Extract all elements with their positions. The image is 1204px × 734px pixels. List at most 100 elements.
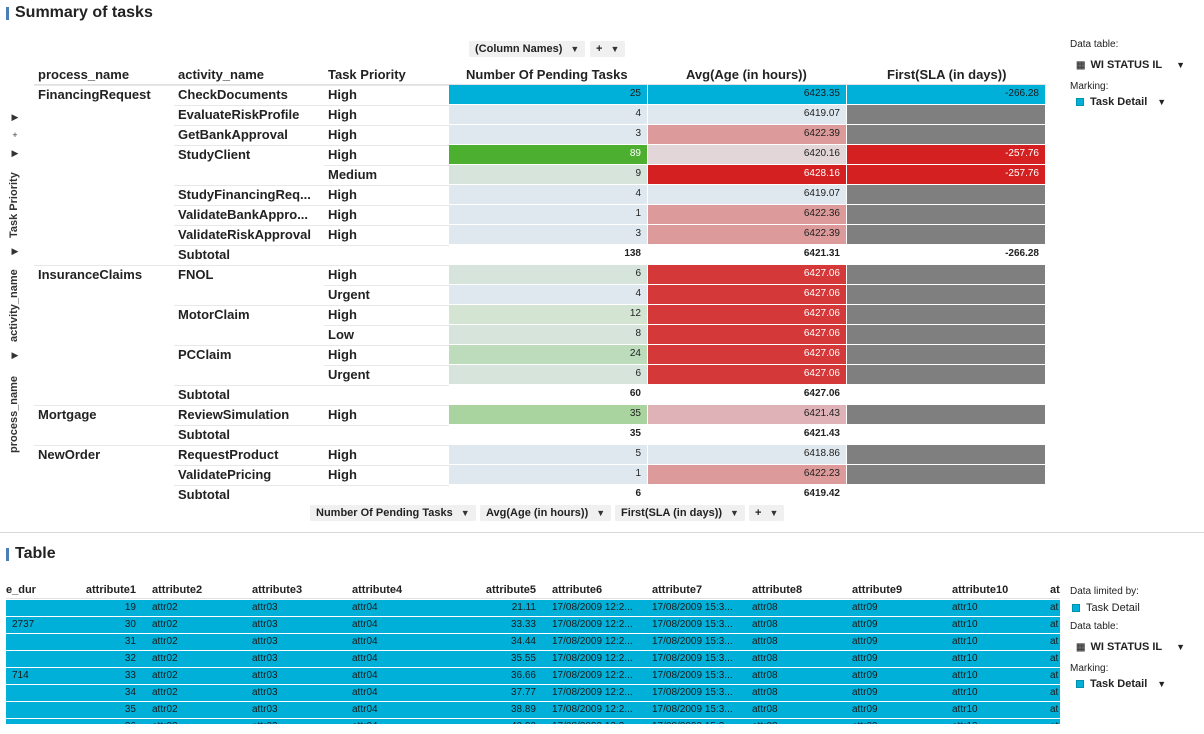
- pivot-row[interactable]: StudyClient High 89 6420.16 -257.76: [0, 145, 1050, 165]
- pivot-row[interactable]: FinancingRequest CheckDocuments High 25 6423…: [0, 85, 1050, 105]
- pivot-subtotal-row[interactable]: Subtotal 6 6419.42: [0, 485, 1050, 505]
- row-separator: [34, 445, 449, 446]
- pending-tasks-cell: 1: [449, 465, 647, 484]
- pivot-row[interactable]: InsuranceClaims FNOL High 6 6427.06: [0, 265, 1050, 285]
- pivot-subtotal-row[interactable]: Subtotal 35 6421.43: [0, 425, 1050, 445]
- add-measure-dropdown[interactable]: + ▼: [749, 505, 785, 521]
- table-cell: [6, 600, 44, 616]
- measure-first-sla-dropdown[interactable]: First(SLA (in days)) ▼: [615, 505, 745, 521]
- table-row[interactable]: 19 attr02 attr03 attr04 21.11 17/08/2009 12:2…: [6, 600, 1060, 616]
- table-cell: attr08: [752, 636, 778, 647]
- pending-tasks-cell: 24: [449, 345, 647, 364]
- measure-avg-age-dropdown[interactable]: Avg(Age (in hours)) ▼: [480, 505, 612, 521]
- pivot-row[interactable]: Urgent 4 6427.06: [0, 285, 1050, 305]
- table-cell: 19: [124, 602, 136, 613]
- first-sla-cell: [847, 205, 1045, 224]
- pivot-row[interactable]: Mortgage ReviewSimulation High 35 6421.43: [0, 405, 1050, 425]
- column-names-dropdown[interactable]: (Column Names) ▼: [469, 41, 586, 57]
- pivot-subtotal-row[interactable]: Subtotal 60 6427.06: [0, 385, 1050, 405]
- table-row[interactable]: 34 attr02 attr03 attr04 37.77 17/08/2009 12:2…: [6, 685, 1060, 701]
- header-first-sla[interactable]: First(SLA (in days)): [887, 67, 1007, 82]
- header-activity-name[interactable]: activity_name: [178, 67, 264, 82]
- task-priority-label: High: [328, 307, 357, 322]
- table-column-header[interactable]: attribute8: [752, 584, 803, 596]
- avg-age-cell: 6427.06: [648, 265, 846, 284]
- table-column-header[interactable]: attribute6: [552, 584, 603, 596]
- table-row[interactable]: 31 attr02 attr03 attr04 34.44 17/08/2009 12:2…: [6, 634, 1060, 650]
- pivot-row[interactable]: NewOrder RequestProduct High 5 6418.86: [0, 445, 1050, 465]
- chevron-down-icon: ▼: [1157, 97, 1167, 107]
- table-cell: at: [1050, 619, 1059, 630]
- table-column-header[interactable]: attribute5: [485, 584, 536, 596]
- activity-name-label: ReviewSimulation: [178, 407, 290, 422]
- table-column-header[interactable]: attribute10: [952, 584, 1009, 596]
- marking-dropdown[interactable]: Task Detail ▼: [1076, 676, 1166, 692]
- data-table-dropdown[interactable]: ▦ WI STATUS IL ▼: [1076, 639, 1185, 655]
- expand-arrow-icon[interactable]: ▶: [11, 148, 19, 158]
- pivot-row[interactable]: ValidateBankAppro... High 1 6422.36: [0, 205, 1050, 225]
- header-pending-tasks[interactable]: Number Of Pending Tasks: [466, 67, 628, 82]
- table-cell: attr08: [752, 670, 778, 681]
- table-cell: attr03: [252, 602, 278, 613]
- expand-arrow-icon[interactable]: ▶: [11, 112, 19, 122]
- table-cell: attr09: [852, 719, 944, 724]
- table-row[interactable]: 35 attr02 attr03 attr04 38.89 17/08/2009 12:2…: [6, 702, 1060, 718]
- data-limited-value[interactable]: Task Detail: [1072, 600, 1140, 616]
- task-priority-label: High: [328, 347, 357, 362]
- marking-label: Marking:: [1070, 81, 1109, 92]
- pivot-row[interactable]: ValidateRiskApproval High 3 6422.39: [0, 225, 1050, 245]
- task-priority-label: High: [328, 107, 357, 122]
- pivot-row[interactable]: Urgent 6 6427.06: [0, 365, 1050, 385]
- avg-age-cell: 6422.23: [648, 465, 846, 484]
- marking-dropdown[interactable]: Task Detail ▼: [1076, 94, 1166, 110]
- pivot-row[interactable]: PCClaim High 24 6427.06: [0, 345, 1050, 365]
- table-cell: 17/08/2009 12:2...: [552, 670, 633, 681]
- header-avg-age[interactable]: Avg(Age (in hours)): [686, 67, 807, 82]
- header-task-priority[interactable]: Task Priority: [328, 67, 406, 82]
- table-row[interactable]: 714 33 attr02 attr03 attr04 36.66 17/08/2009 1…: [6, 668, 1060, 684]
- pivot-row[interactable]: GetBankApproval High 3 6422.39: [0, 125, 1050, 145]
- table-row[interactable]: 2737 30 attr02 attr03 attr04 33.33 17/08/2009 …: [6, 617, 1060, 633]
- table-cell: attr02: [152, 619, 178, 630]
- table-column-header[interactable]: attribute3: [252, 584, 303, 596]
- table-cell: 31: [124, 636, 136, 647]
- table-cell: at: [1050, 602, 1059, 613]
- add-column-label: +: [596, 43, 603, 55]
- pivot-row[interactable]: ValidatePricing High 1 6422.23: [0, 465, 1050, 485]
- data-table-dropdown[interactable]: ▦ WI STATUS IL ▼: [1076, 57, 1185, 73]
- table-cell: attr03: [252, 636, 278, 647]
- expand-arrow-icon[interactable]: ▶: [11, 246, 19, 256]
- add-icon[interactable]: +: [12, 130, 18, 140]
- table-cell: attr08: [752, 719, 844, 724]
- pivot-subtotal-row[interactable]: Subtotal 138 6421.31 -266.28: [0, 245, 1050, 265]
- avg-age-cell: 6427.06: [648, 305, 846, 324]
- table-cell: at: [1050, 653, 1059, 664]
- table-row[interactable]: 32 attr02 attr03 attr04 35.55 17/08/2009 12:2…: [6, 651, 1060, 667]
- expand-arrow-icon[interactable]: ▶: [11, 350, 19, 360]
- row-separator: [174, 305, 449, 306]
- table-column-header[interactable]: attribute4: [352, 584, 403, 596]
- pivot-row[interactable]: MotorClaim High 12 6427.06: [0, 305, 1050, 325]
- table-column-header[interactable]: e_dur: [6, 584, 36, 596]
- table-column-header[interactable]: at: [1050, 584, 1060, 596]
- measure-pending-tasks-dropdown[interactable]: Number Of Pending Tasks ▼: [310, 505, 476, 521]
- table-cell: 37.77: [510, 687, 536, 698]
- table-column-header[interactable]: attribute1: [85, 584, 136, 596]
- table-cell: attr10: [952, 619, 978, 630]
- table-cell: 17/08/2009 15:3...: [652, 653, 733, 664]
- first-sla-cell: [847, 125, 1045, 144]
- table-header-divider: [6, 598, 1060, 599]
- table-column-header[interactable]: attribute2: [152, 584, 203, 596]
- add-column-dropdown[interactable]: + ▼: [590, 41, 626, 57]
- table-row[interactable]: 36 attr02 attr03 attr0440.00 17/08/2009 12:2…: [6, 719, 1060, 724]
- table-column-header[interactable]: attribute9: [852, 584, 903, 596]
- table-cell: attr10: [952, 719, 1044, 724]
- pivot-row[interactable]: Low 8 6427.06: [0, 325, 1050, 345]
- avg-age-cell: 6427.06: [648, 325, 846, 344]
- pivot-row[interactable]: EvaluateRiskProfile High 4 6419.07: [0, 105, 1050, 125]
- pivot-row[interactable]: StudyFinancingReq... High 4 6419.07: [0, 185, 1050, 205]
- task-priority-label: Low: [328, 327, 354, 342]
- pivot-row[interactable]: Medium 9 6428.16 -257.76: [0, 165, 1050, 185]
- header-process-name[interactable]: process_name: [38, 67, 130, 82]
- table-column-header[interactable]: attribute7: [652, 584, 703, 596]
